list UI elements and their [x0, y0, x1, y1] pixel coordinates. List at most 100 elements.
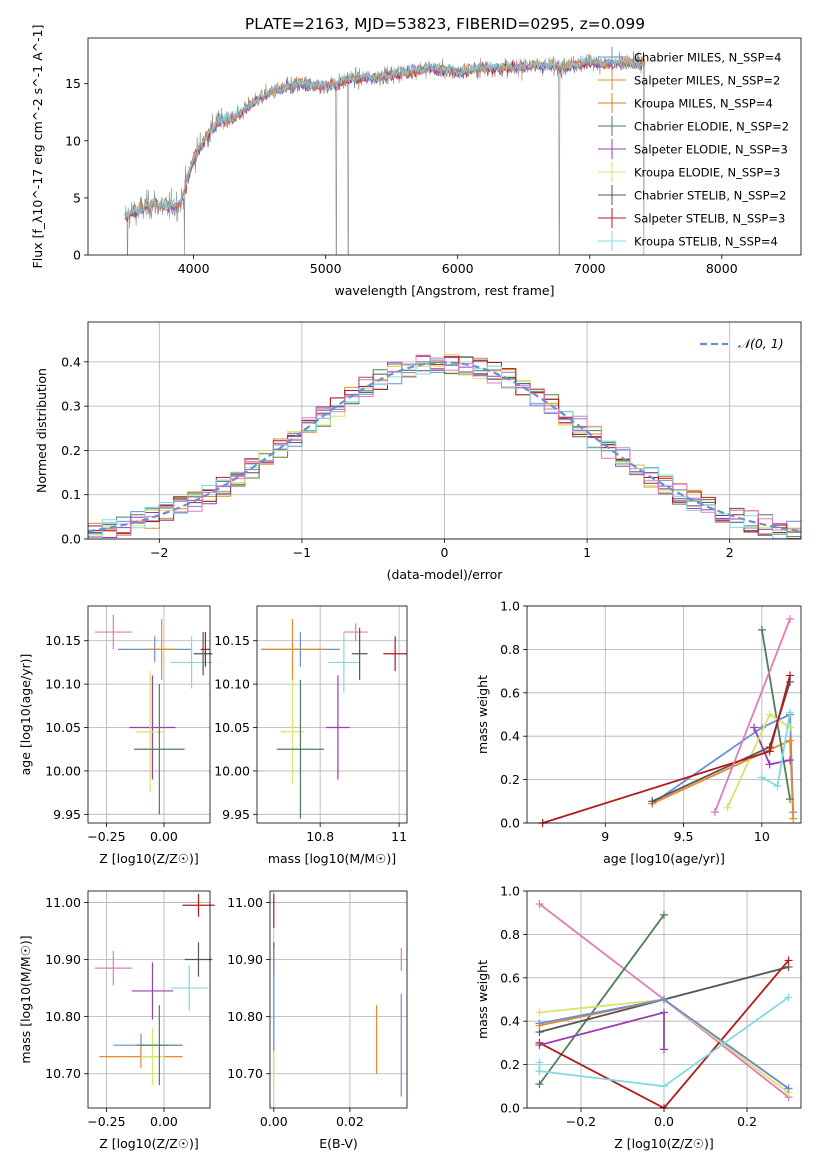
y-tick-label: 10.70 — [45, 1066, 81, 1081]
legend-label: Chabrier ELODIE, N_SSP=2 — [634, 120, 789, 134]
legend-label: Salpeter STELIB, N_SSP=3 — [634, 212, 785, 226]
x-axis-label: Z [log10(Z/Z☉)] — [99, 1136, 199, 1151]
y-tick-label: 0.8 — [500, 927, 520, 942]
x-tick-label: 0.00 — [150, 829, 178, 844]
weight-marker — [660, 995, 668, 1004]
weight-marker — [773, 782, 782, 791]
x-tick-label: 9 — [601, 829, 609, 844]
x-tick-label: −1 — [293, 545, 311, 560]
y-tick-label: 9.95 — [53, 807, 81, 822]
spectrum-model-line — [124, 55, 646, 220]
figure-title: PLATE=2163, MJD=53823, FIBERID=0295, z=0… — [245, 15, 645, 33]
x-tick-label: 10 — [754, 829, 770, 844]
legend-label: Chabrier STELIB, N_SSP=2 — [634, 189, 786, 203]
y-tick-label: 1.0 — [500, 599, 520, 614]
axes-frame — [87, 605, 211, 824]
y-tick-label: 10.10 — [214, 677, 250, 692]
y-tick-label: 0.4 — [61, 354, 81, 369]
y-tick-label: 0.4 — [500, 1014, 520, 1029]
axes-frame — [526, 890, 802, 1109]
y-tick-label: 5 — [73, 190, 81, 205]
weight-marker — [786, 615, 795, 624]
weight-line — [538, 914, 665, 1085]
weight-marker — [648, 797, 657, 806]
y-tick-label: 0.3 — [61, 399, 81, 414]
x-tick-label: 0.2 — [737, 1114, 757, 1129]
weight-marker — [757, 625, 766, 634]
y-tick-label: 0.0 — [61, 532, 81, 547]
y-axis-label: mass weight — [475, 675, 490, 754]
x-tick-label: −0.25 — [87, 1114, 125, 1129]
y-tick-label: 10.90 — [227, 952, 263, 967]
x-axis-label: age [log10(age/yr)] — [603, 851, 725, 866]
y-tick-label: 10.05 — [214, 720, 250, 735]
y-tick-label: 10.15 — [45, 633, 81, 648]
x-tick-label: 5000 — [310, 261, 342, 276]
x-tick-label: −2 — [150, 545, 168, 560]
x-tick-label: 8000 — [706, 261, 738, 276]
weight-marker — [710, 808, 719, 817]
y-tick-label: 0.2 — [61, 443, 81, 458]
x-tick-label: 4000 — [178, 261, 210, 276]
x-tick-label: 0.00 — [260, 1114, 288, 1129]
weight-line — [651, 681, 791, 803]
x-tick-label: 0.02 — [336, 1114, 364, 1129]
x-axis-label: (data-model)/error — [387, 567, 504, 582]
axes-frame — [87, 890, 211, 1109]
axes-frame — [526, 605, 802, 824]
legend-label: Kroupa MILES, N_SSP=4 — [634, 97, 773, 111]
weight-marker — [786, 795, 795, 804]
y-tick-label: 10 — [65, 133, 81, 148]
y-tick-label: 10.00 — [45, 763, 81, 778]
weight-marker — [535, 1058, 544, 1067]
weight-line — [761, 629, 791, 800]
weight-marker — [535, 1080, 544, 1089]
y-tick-label: 0 — [73, 248, 81, 263]
weight-marker — [784, 993, 793, 1002]
residuals-axes: −2 −1 0 1 2 0.0 0.1 0.2 0.3 0.4 (data-model)/error… — [34, 322, 802, 582]
y-tick-label: 0.1 — [61, 487, 81, 502]
y-tick-label: 10.90 — [45, 952, 81, 967]
y-tick-label: 10.05 — [45, 720, 81, 735]
y-tick-label: 9.95 — [222, 807, 250, 822]
x-tick-label: 9.5 — [674, 829, 694, 844]
y-tick-label: 10.70 — [227, 1066, 263, 1081]
x-axis-label: E(B-V) — [319, 1136, 358, 1151]
x-tick-label: 2 — [726, 545, 734, 560]
y-tick-label: 10.00 — [214, 763, 250, 778]
weight-marker — [660, 910, 668, 919]
spectrum-model-line — [124, 55, 646, 220]
weight-marker — [535, 1019, 544, 1028]
age_vs_Z-axes: −0.25 0.00 9.95 10.00 10.05 10.10 10.15 Z [log1… — [18, 606, 213, 866]
age_vs_mass-axes: 10.8 11 9.95 10.00 10.05 10.10 10.15 mass [log1… — [214, 606, 407, 866]
weight-marker — [723, 803, 732, 812]
x-tick-label: −0.2 — [566, 1114, 596, 1129]
y-tick-label: 11.00 — [45, 895, 81, 910]
weight-marker — [784, 1084, 793, 1093]
y-tick-label: 0.6 — [500, 970, 520, 985]
y-tick-label: 15 — [65, 76, 81, 91]
weight-marker — [660, 1082, 668, 1091]
y-axis-label: Flux [f_λ10^-17 erg cm^-2 s^-1 A^-1] — [30, 25, 45, 269]
y-tick-label: 10.15 — [214, 633, 250, 648]
weight-marker — [786, 708, 795, 717]
weight-marker — [765, 747, 774, 756]
axes-frame — [87, 37, 802, 256]
weight-marker — [789, 814, 798, 823]
y-tick-label: 10.10 — [45, 677, 81, 692]
axes-frame — [256, 605, 408, 824]
axes-frame — [87, 321, 802, 540]
legend-label: Kroupa ELODIE, N_SSP=3 — [634, 166, 780, 180]
y-axis-label: age [log10(age/yr)] — [18, 654, 33, 776]
x-tick-label: 1 — [583, 545, 591, 560]
weight-marker — [757, 773, 766, 782]
legend-label: 𝒩(0, 1) — [738, 336, 784, 351]
weight-line — [714, 618, 791, 813]
spectrum-data-line — [124, 50, 646, 255]
weight-marker — [786, 756, 795, 765]
y-axis-label: mass [log10(M/M☉)] — [18, 935, 33, 1063]
x-axis-label: Z [log10(Z/Z☉)] — [99, 851, 199, 866]
weight_vs_Z-axes: −0.2 0.0 0.2 0.0 0.2 0.4 0.6 0.8 1.0 Z [log10(Z/Z… — [475, 884, 801, 1151]
legend-label: Chabrier MILES, N_SSP=4 — [634, 51, 781, 65]
